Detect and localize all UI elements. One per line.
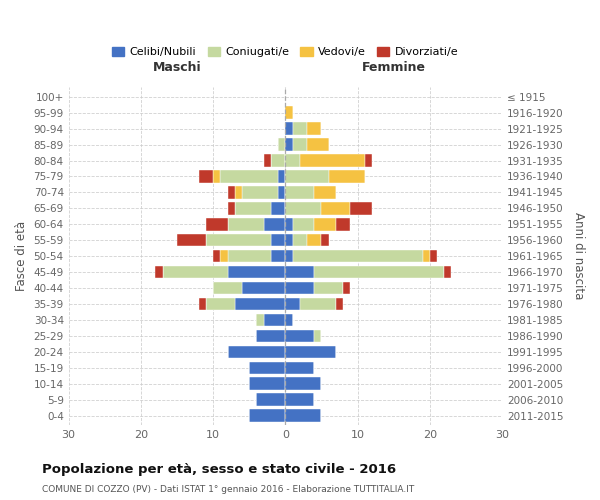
Bar xyxy=(286,394,314,406)
Bar xyxy=(329,170,365,182)
Bar xyxy=(322,234,329,246)
Bar xyxy=(314,282,343,294)
Bar xyxy=(444,266,451,278)
Bar xyxy=(286,250,293,262)
Bar xyxy=(286,346,336,358)
Bar xyxy=(213,282,242,294)
Bar xyxy=(314,330,322,342)
Bar xyxy=(199,298,206,310)
Bar xyxy=(235,202,271,214)
Bar xyxy=(278,170,286,182)
Bar xyxy=(220,250,227,262)
Bar xyxy=(227,250,271,262)
Bar xyxy=(213,170,220,182)
Bar xyxy=(365,154,372,166)
Bar xyxy=(263,314,286,326)
Bar xyxy=(286,298,300,310)
Text: Femmine: Femmine xyxy=(362,62,426,74)
Bar xyxy=(263,154,271,166)
Bar xyxy=(307,138,329,151)
Bar xyxy=(155,266,163,278)
Bar xyxy=(336,218,350,230)
Bar xyxy=(343,282,350,294)
Bar xyxy=(235,298,286,310)
Bar xyxy=(256,314,263,326)
Bar xyxy=(235,186,242,198)
Bar xyxy=(242,282,286,294)
Bar xyxy=(213,250,220,262)
Bar xyxy=(227,202,235,214)
Bar xyxy=(249,362,286,374)
Bar xyxy=(293,250,422,262)
Text: Popolazione per età, sesso e stato civile - 2016: Popolazione per età, sesso e stato civil… xyxy=(42,462,396,475)
Bar xyxy=(278,138,286,151)
Bar xyxy=(249,378,286,390)
Bar xyxy=(422,250,430,262)
Bar xyxy=(307,234,322,246)
Bar xyxy=(286,282,314,294)
Bar xyxy=(314,218,336,230)
Bar xyxy=(206,298,235,310)
Bar xyxy=(300,154,365,166)
Bar xyxy=(430,250,437,262)
Bar xyxy=(286,106,293,119)
Bar xyxy=(286,138,293,151)
Bar xyxy=(227,346,286,358)
Text: COMUNE DI COZZO (PV) - Dati ISTAT 1° gennaio 2016 - Elaborazione TUTTITALIA.IT: COMUNE DI COZZO (PV) - Dati ISTAT 1° gen… xyxy=(42,485,414,494)
Bar xyxy=(322,202,350,214)
Bar xyxy=(286,202,322,214)
Bar xyxy=(350,202,372,214)
Bar xyxy=(300,298,336,310)
Bar xyxy=(286,154,300,166)
Bar xyxy=(286,266,314,278)
Bar xyxy=(163,266,227,278)
Bar xyxy=(286,362,314,374)
Bar xyxy=(199,170,213,182)
Bar xyxy=(293,234,307,246)
Bar xyxy=(286,378,322,390)
Bar xyxy=(286,186,314,198)
Bar xyxy=(293,138,307,151)
Bar xyxy=(336,298,343,310)
Bar xyxy=(293,218,314,230)
Bar xyxy=(314,186,336,198)
Bar xyxy=(227,186,235,198)
Bar xyxy=(256,394,286,406)
Bar xyxy=(256,330,286,342)
Bar xyxy=(227,266,286,278)
Bar xyxy=(227,218,263,230)
Bar xyxy=(286,218,293,230)
Bar xyxy=(278,186,286,198)
Bar xyxy=(307,122,322,135)
Bar xyxy=(286,122,293,135)
Bar xyxy=(242,186,278,198)
Bar xyxy=(271,202,286,214)
Y-axis label: Anni di nascita: Anni di nascita xyxy=(572,212,585,300)
Bar xyxy=(271,154,286,166)
Bar xyxy=(249,410,286,422)
Bar xyxy=(286,170,329,182)
Bar xyxy=(263,218,286,230)
Bar xyxy=(286,410,322,422)
Bar xyxy=(206,234,271,246)
Bar xyxy=(177,234,206,246)
Bar xyxy=(271,250,286,262)
Bar xyxy=(271,234,286,246)
Bar xyxy=(286,234,293,246)
Legend: Celibi/Nubili, Coniugati/e, Vedovi/e, Divorziati/e: Celibi/Nubili, Coniugati/e, Vedovi/e, Di… xyxy=(107,42,463,62)
Bar xyxy=(206,218,227,230)
Bar xyxy=(314,266,444,278)
Bar xyxy=(286,314,293,326)
Y-axis label: Fasce di età: Fasce di età xyxy=(15,221,28,291)
Text: Maschi: Maschi xyxy=(153,62,202,74)
Bar xyxy=(286,330,314,342)
Bar xyxy=(220,170,278,182)
Bar xyxy=(293,122,307,135)
